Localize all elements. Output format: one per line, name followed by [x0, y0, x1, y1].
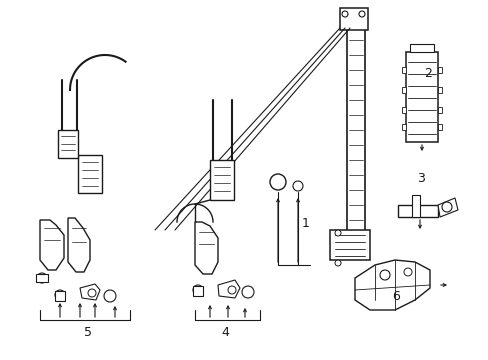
- Text: 2: 2: [423, 67, 431, 80]
- Bar: [437, 87, 441, 93]
- Circle shape: [341, 11, 347, 17]
- Circle shape: [88, 289, 96, 297]
- Circle shape: [334, 230, 340, 236]
- Bar: [405, 52, 437, 142]
- Bar: [411, 195, 419, 217]
- Bar: [36, 274, 48, 282]
- Bar: [437, 67, 441, 73]
- Bar: [401, 107, 405, 113]
- Circle shape: [37, 273, 47, 283]
- Circle shape: [193, 285, 203, 295]
- Circle shape: [227, 286, 236, 294]
- Bar: [209, 160, 234, 200]
- Bar: [397, 205, 437, 217]
- Bar: [437, 107, 441, 113]
- Bar: [409, 44, 433, 52]
- Bar: [55, 291, 65, 301]
- Circle shape: [358, 11, 364, 17]
- Text: 6: 6: [391, 291, 399, 303]
- Polygon shape: [68, 218, 90, 272]
- Circle shape: [242, 286, 253, 298]
- Bar: [346, 15, 364, 235]
- Bar: [339, 8, 367, 30]
- Bar: [78, 155, 102, 193]
- Polygon shape: [40, 220, 64, 270]
- Polygon shape: [437, 198, 457, 217]
- Bar: [329, 230, 369, 260]
- Bar: [437, 124, 441, 130]
- Circle shape: [292, 181, 303, 191]
- Bar: [58, 130, 78, 158]
- Bar: [401, 87, 405, 93]
- Circle shape: [55, 290, 65, 300]
- Circle shape: [334, 260, 340, 266]
- Circle shape: [403, 268, 411, 276]
- Polygon shape: [80, 284, 100, 300]
- Bar: [401, 124, 405, 130]
- Text: 4: 4: [221, 327, 228, 339]
- Text: 1: 1: [301, 217, 309, 230]
- Bar: [193, 286, 203, 296]
- Text: 3: 3: [416, 172, 424, 185]
- Circle shape: [441, 202, 451, 212]
- Circle shape: [104, 290, 116, 302]
- Circle shape: [269, 174, 285, 190]
- Polygon shape: [195, 222, 218, 274]
- Text: 5: 5: [84, 327, 92, 339]
- Polygon shape: [354, 260, 429, 310]
- Bar: [401, 67, 405, 73]
- Polygon shape: [218, 280, 240, 298]
- Circle shape: [379, 270, 389, 280]
